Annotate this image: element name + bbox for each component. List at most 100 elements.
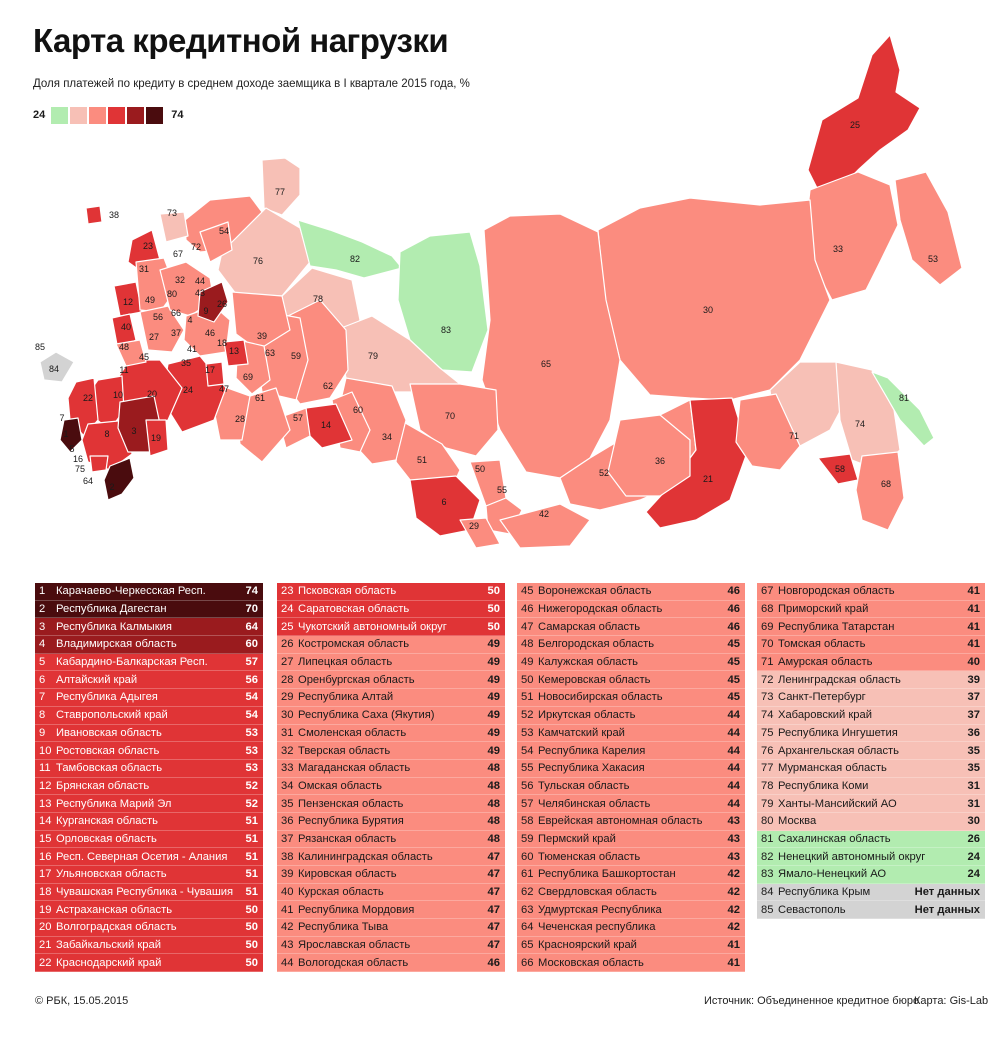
table-row: 17 Ульяновская область 51 [35,866,263,884]
row-region-name: Тверская область [298,744,391,757]
row-value: 45 [727,691,740,704]
legend-swatches [51,106,165,124]
row-region-name: Хабаровский край [778,709,873,722]
row-rank: 7 [39,691,46,704]
table-row: 5 Кабардино-Балкарская Респ. 57 [35,653,263,672]
row-value: 50 [245,921,258,934]
row-value: 50 [245,956,258,969]
row-rank: 84 [761,886,774,899]
map-region [894,171,963,286]
row-value: 37 [967,709,980,722]
row-value: 50 [487,585,500,598]
region-number-label: 68 [881,479,891,489]
row-value: 41 [967,620,980,633]
row-region-name: Республика Марий Эл [56,797,172,810]
source-label: Источник: [704,995,755,1007]
row-region-name: Республика Мордовия [298,903,415,916]
row-region-name: Республика Хакасия [538,762,645,775]
table-row: 36 Республика Бурятия 48 [277,812,505,831]
row-region-name: Костромская область [298,638,410,651]
region-number-label: 30 [703,305,713,315]
row-rank: 4 [39,638,46,651]
row-value: 46 [727,603,740,616]
row-rank: 44 [281,956,294,969]
region-number-label: 66 [171,308,181,318]
ranking-table-col-1: 1 Карачаево-Черкесская Респ. 74 2 Республика… [35,583,263,973]
row-value: 51 [245,850,258,863]
table-row: 4 Владимирская область 60 [35,636,263,654]
table-row: 16 Респ. Северная Осетия - Алания 51 [35,848,263,866]
region-number-label: 16 [73,454,83,464]
row-region-name: Воронежская область [538,585,652,598]
row-value: 40 [967,656,980,669]
row-rank: 25 [281,620,294,633]
row-region-name: Республика Алтай [298,691,394,704]
row-rank: 26 [281,638,294,651]
row-value: 48 [487,815,500,828]
region-number-label: 49 [145,295,155,305]
row-region-name: Челябинская область [538,797,651,810]
table-row: 21 Забайкальский край 50 [35,936,263,955]
region-number-label: 58 [835,464,845,474]
row-region-name: Пермский край [538,832,616,845]
map-region [199,221,233,263]
row-region-name: Забайкальский край [56,939,162,952]
row-rank: 81 [761,832,774,845]
row-region-name: Смоленская область [298,726,407,739]
row-rank: 54 [521,744,534,757]
row-region-name: Сахалинская область [778,832,891,845]
row-value: 49 [487,726,500,739]
row-rank: 29 [281,691,294,704]
table-row: 15 Орловская область 51 [35,830,263,849]
row-value: 37 [967,691,980,704]
row-region-name: Томская область [778,638,866,651]
row-region-name: Республика Башкортостан [538,868,676,881]
table-row: 78 Республика Коми 31 [757,777,985,796]
table-row: 77 Мурманская область 35 [757,759,985,778]
table-row: 71 Амурская область 40 [757,653,985,672]
region-number-label: 32 [175,275,185,285]
row-region-name: Омская область [298,779,382,792]
row-value: Нет данных [914,903,980,916]
row-value: 39 [967,673,980,686]
table-row: 57 Челябинская область 44 [517,795,745,813]
row-rank: 14 [39,815,52,828]
map-region [217,207,311,297]
table-row: 70 Томская область 41 [757,636,985,654]
table-row: 55 Республика Хакасия 44 [517,759,745,778]
table-row: 69 Республика Татарстан 41 [757,618,985,637]
row-rank: 48 [521,638,534,651]
row-rank: 6 [39,673,46,686]
row-value: 35 [967,762,980,775]
region-number-label: 1 [63,429,68,439]
row-region-name: Ярославская область [298,939,411,952]
row-region-name: Самарская область [538,620,641,633]
row-value: 48 [487,762,500,775]
legend-swatch [89,106,107,124]
row-rank: 67 [761,585,774,598]
region-number-label: 82 [350,254,360,264]
row-value: 50 [245,939,258,952]
row-rank: 9 [39,726,46,739]
row-value: 47 [487,903,500,916]
table-row: 10 Ростовская область 53 [35,742,263,760]
region-number-label: 62 [323,381,333,391]
table-row: 80 Москва 30 [757,812,985,831]
copyright: © РБК, 15.05.2015 [35,995,129,1007]
row-region-name: Республика Бурятия [298,815,404,828]
region-number-label: 50 [475,464,485,474]
row-region-name: Белгородская область [538,638,655,651]
region-number-label: 57 [293,413,303,423]
row-region-name: Ростовская область [56,744,160,757]
row-region-name: Красноярский край [538,939,637,952]
row-region-name: Курская область [298,886,384,899]
row-rank: 58 [521,815,534,828]
map-region [145,419,169,457]
row-value: 45 [727,638,740,651]
row-rank: 52 [521,709,534,722]
row-value: 70 [245,603,258,616]
row-rank: 72 [761,673,774,686]
table-row: 26 Костромская область 49 [277,636,505,654]
region-number-label: 18 [217,338,227,348]
row-rank: 36 [281,815,294,828]
